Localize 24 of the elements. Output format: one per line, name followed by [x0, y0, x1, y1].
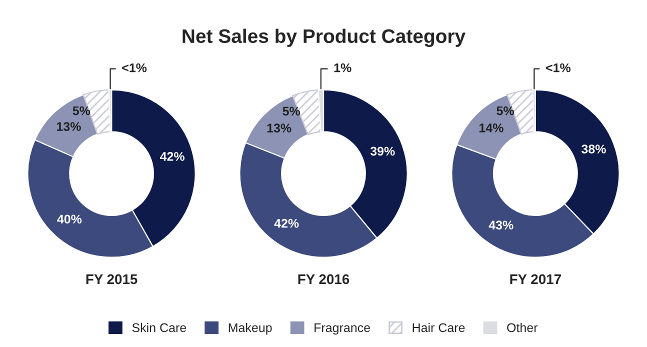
data-label: 1% [334, 63, 352, 72]
legend-label: Other [507, 322, 538, 332]
data-label: 5% [282, 106, 300, 116]
data-label: 38% [582, 144, 606, 154]
data-label: 40% [57, 214, 82, 224]
legend-label: Makeup [228, 322, 272, 335]
data-label: 5% [72, 106, 90, 116]
data-label: 5% [496, 106, 514, 116]
data-label: 43% [488, 220, 514, 230]
data-label: <1% [546, 63, 571, 72]
legend-label: Skin Care [132, 322, 186, 332]
data-label: 13% [267, 124, 292, 133]
legend-label: Hair Care [412, 322, 465, 332]
data-label: 39% [370, 146, 395, 156]
text: FY 2016 [298, 274, 350, 284]
data-label: 13% [57, 122, 81, 131]
text: FY 2015 [86, 274, 138, 284]
data-label: 14% [479, 123, 504, 132]
legend-label: Fragrance [314, 323, 370, 335]
text: FY 2017 [510, 274, 561, 284]
data-label: 42% [160, 152, 184, 161]
chart-title: Net Sales by Product Category [182, 28, 466, 47]
data-label: <1% [122, 63, 147, 72]
data-label: 42% [274, 218, 299, 228]
